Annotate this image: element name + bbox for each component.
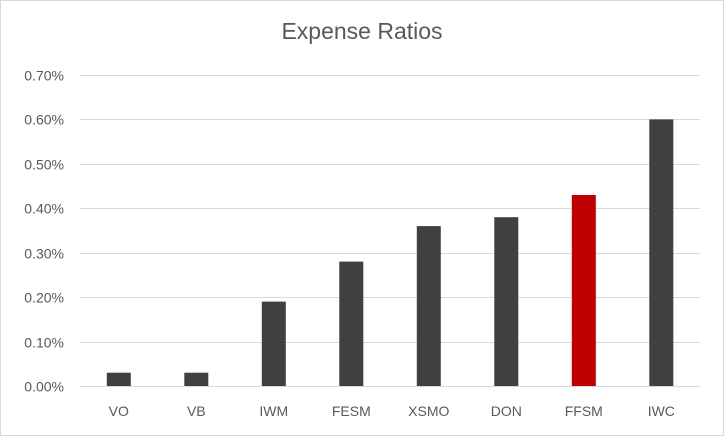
bar-xsmo (416, 226, 441, 386)
x-tick-label: IWM (259, 403, 288, 419)
bar-vb (184, 372, 209, 386)
bar-iwm (261, 301, 286, 386)
gridlines (80, 75, 700, 387)
bar-ffsm (571, 195, 596, 386)
x-tick-label: XSMO (408, 403, 449, 419)
x-tick-label: VB (187, 403, 206, 419)
y-tick-label: 0.10% (24, 335, 64, 351)
y-axis-tick-labels: 0.00% 0.10% 0.20% 0.30% 0.40% 0.50% 0.60% 0.70% (24, 68, 64, 395)
x-axis-tick-labels: VO VB IWM FESM XSMO DON FFSM IWC (109, 403, 675, 419)
x-tick-label: VO (109, 403, 129, 419)
bar-vo (106, 372, 131, 386)
bar-iwc (649, 119, 674, 387)
chart-title: Expense Ratios (281, 18, 443, 44)
x-tick-label: FESM (332, 403, 371, 419)
y-tick-label: 0.50% (24, 157, 64, 173)
y-tick-label: 0.60% (24, 112, 64, 128)
y-tick-label: 0.30% (24, 246, 64, 262)
x-tick-label: DON (491, 403, 522, 419)
bar-don (494, 217, 519, 386)
bars (106, 119, 674, 387)
bar-fesm (339, 261, 364, 386)
y-tick-label: 0.40% (24, 201, 64, 217)
y-tick-label: 0.70% (24, 68, 64, 84)
x-tick-label: FFSM (565, 403, 603, 419)
x-tick-label: IWC (648, 403, 675, 419)
y-tick-label: 0.20% (24, 290, 64, 306)
y-tick-label: 0.00% (24, 379, 64, 395)
